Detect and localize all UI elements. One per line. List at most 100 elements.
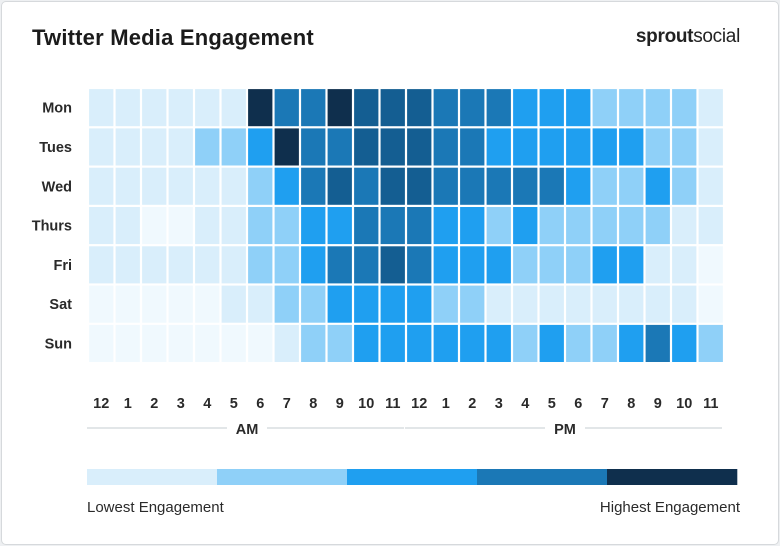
heatmap-cell (221, 324, 246, 362)
legend-swatch (217, 469, 348, 485)
heatmap-cell (698, 246, 723, 284)
row-label: Sat (49, 297, 72, 313)
heatmap-cell (539, 246, 564, 284)
column-label: 4 (521, 396, 529, 412)
heatmap-cell (407, 324, 432, 362)
heatmap-cell (327, 89, 352, 127)
heatmap-cell (645, 89, 670, 127)
heatmap-cell (142, 128, 167, 166)
heatmap-cell (354, 324, 379, 362)
heatmap-cell (221, 285, 246, 323)
column-label: 3 (177, 396, 185, 412)
heatmap-cell (513, 89, 538, 127)
column-label: 4 (203, 396, 211, 412)
heatmap-cell (327, 167, 352, 205)
heatmap-cell (407, 207, 432, 245)
heatmap-cell (460, 285, 485, 323)
heatmap-cell (89, 167, 114, 205)
heatmap-cell (354, 207, 379, 245)
heatmap-cell (672, 128, 697, 166)
heatmap-cell (248, 285, 273, 323)
heatmap-cell (566, 167, 591, 205)
heatmap-cell (301, 324, 326, 362)
heatmap-cell (327, 324, 352, 362)
heatmap-cell (195, 167, 220, 205)
heatmap-cell (380, 128, 405, 166)
column-label: 6 (256, 396, 264, 412)
heatmap-cell (486, 285, 511, 323)
heatmap-cell (539, 167, 564, 205)
heatmap-cell (168, 246, 193, 284)
heatmap-cell (195, 89, 220, 127)
legend-high-label: Highest Engagement (599, 499, 740, 516)
heatmap-cell (513, 128, 538, 166)
heatmap-cell (380, 89, 405, 127)
heatmap-cell (327, 128, 352, 166)
heatmap-cell (327, 207, 352, 245)
heatmap-cell (327, 285, 352, 323)
heatmap-cell (698, 324, 723, 362)
heatmap-cell (592, 167, 617, 205)
logo-part-sprout: sprout (635, 26, 694, 47)
legend-low-label: Lowest Engagement (87, 499, 224, 516)
heatmap-cell (274, 285, 299, 323)
heatmap-cell (221, 207, 246, 245)
heatmap-cell (221, 167, 246, 205)
column-label: 2 (150, 396, 158, 412)
heatmap-cell (672, 246, 697, 284)
column-label: 1 (124, 396, 132, 412)
heatmap-cell (142, 285, 167, 323)
heatmap-cell (645, 207, 670, 245)
heatmap-cell (221, 89, 246, 127)
heatmap-cell (195, 246, 220, 284)
column-label: 1 (442, 396, 450, 412)
heatmap-cell (274, 167, 299, 205)
heatmap-cell (89, 285, 114, 323)
heatmap-cell (566, 324, 591, 362)
heatmap-cell (698, 89, 723, 127)
heatmap-cell (460, 128, 485, 166)
heatmap-cell (672, 207, 697, 245)
heatmap-cell (698, 207, 723, 245)
heatmap-cell (460, 207, 485, 245)
heatmap-cell (486, 89, 511, 127)
column-label: 2 (468, 396, 476, 412)
heatmap-cell (142, 89, 167, 127)
heatmap-cell (168, 207, 193, 245)
heatmap-cell (460, 167, 485, 205)
heatmap-cell (168, 128, 193, 166)
column-label: 8 (627, 396, 635, 412)
heatmap-cell (354, 285, 379, 323)
heatmap-cell (672, 285, 697, 323)
heatmap-cell (566, 128, 591, 166)
heatmap-cell (539, 285, 564, 323)
heatmap-cell (566, 246, 591, 284)
heatmap-cell (195, 207, 220, 245)
heatmap-cell (539, 89, 564, 127)
heatmap-cell (698, 167, 723, 205)
heatmap-cell (89, 207, 114, 245)
row-label: Mon (42, 101, 72, 117)
heatmap-cell (274, 324, 299, 362)
heatmap-cell (645, 128, 670, 166)
heatmap-cell (433, 285, 458, 323)
column-label: 11 (703, 396, 718, 412)
heatmap-cell (513, 285, 538, 323)
heatmap-cell (115, 285, 140, 323)
heatmap-cell (89, 128, 114, 166)
column-label: 6 (574, 396, 582, 412)
column-label: 11 (385, 396, 400, 412)
heatmap-cell (645, 324, 670, 362)
heatmap-cell (301, 167, 326, 205)
column-label: 12 (93, 396, 109, 412)
heatmap-cell (115, 167, 140, 205)
heatmap-cell (248, 167, 273, 205)
heatmap-cell (486, 167, 511, 205)
heatmap-cell (221, 246, 246, 284)
legend-swatch (87, 469, 218, 485)
heatmap-cell (248, 128, 273, 166)
sproutsocial-logo: sproutsocial (636, 26, 740, 48)
heatmap-cell (513, 167, 538, 205)
heatmap-cell (248, 89, 273, 127)
heatmap-cell (248, 207, 273, 245)
